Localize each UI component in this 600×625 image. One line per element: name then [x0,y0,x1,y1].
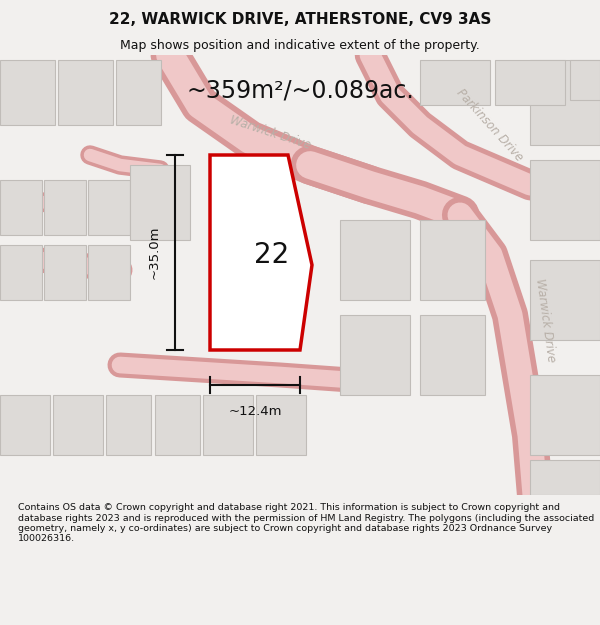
Bar [495,60,565,105]
Text: Contains OS data © Crown copyright and database right 2021. This information is : Contains OS data © Crown copyright and d… [18,503,594,543]
Bar [420,220,485,300]
Bar [44,245,86,300]
Text: Map shows position and indicative extent of the property.: Map shows position and indicative extent… [120,39,480,52]
Bar [88,245,130,300]
Bar [203,395,253,455]
Bar [420,315,485,395]
Text: ~12.4m: ~12.4m [228,405,282,418]
Bar [530,460,600,495]
Text: 22, WARWICK DRIVE, ATHERSTONE, CV9 3AS: 22, WARWICK DRIVE, ATHERSTONE, CV9 3AS [109,12,491,28]
Bar [106,395,151,455]
Text: 22: 22 [254,241,290,269]
Text: Parkinson Drive: Parkinson Drive [454,86,526,164]
Bar [0,180,42,235]
Bar [256,395,306,455]
Bar [530,160,600,240]
Text: Warwick Drive: Warwick Drive [533,278,557,362]
Bar [130,165,190,240]
Bar [0,60,55,125]
Bar [530,60,600,145]
Bar [44,180,86,235]
Bar [0,395,50,455]
Bar [530,375,600,455]
Bar [155,395,200,455]
Bar [530,260,600,340]
Text: ~35.0m: ~35.0m [148,226,161,279]
Bar [53,395,103,455]
Text: ~359m²/~0.089ac.: ~359m²/~0.089ac. [186,78,414,102]
Bar [116,60,161,125]
Polygon shape [210,155,312,350]
Text: Warwick Drive: Warwick Drive [228,114,312,152]
Bar [0,245,42,300]
Bar [88,180,130,235]
Bar [340,220,410,300]
Bar [58,60,113,125]
Bar [340,315,410,395]
Bar [420,60,490,105]
Bar [570,60,600,100]
